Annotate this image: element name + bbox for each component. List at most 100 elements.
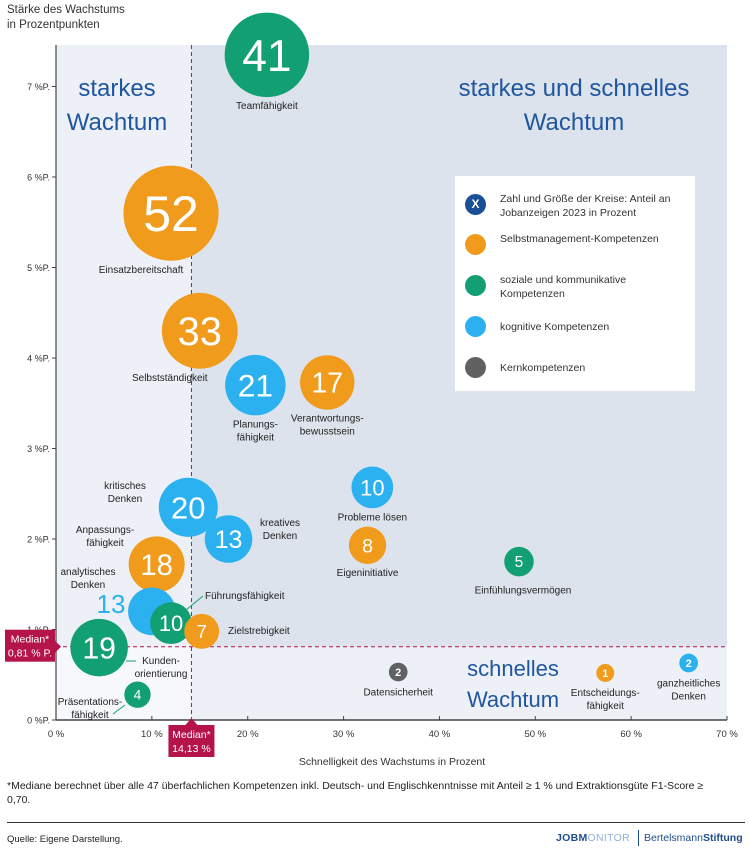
legend-label: soziale und kommunikative Kompetenzen xyxy=(500,274,627,300)
bubble-value: 21 xyxy=(238,368,273,404)
bertelsmann-logo: BertelsmannStiftung xyxy=(644,832,743,844)
bubble-selbstmanagement xyxy=(128,536,185,593)
y-tick-label: 5 %P. xyxy=(27,263,50,273)
quadrant-label: Wachtum xyxy=(467,687,559,712)
bubble-kognitiv xyxy=(351,466,394,509)
x-tick-label: 10 % xyxy=(141,729,163,740)
bubble-value: 10 xyxy=(360,475,384,500)
y-axis-title-line-1: Stärke des Wachstums xyxy=(7,4,125,16)
footnote: *Mediane berechnet über alle 47 überfach… xyxy=(7,780,704,806)
bubble-label: Denken xyxy=(108,494,142,505)
bubble-label: fähigkeit xyxy=(587,701,624,712)
y-axis-title: Stärke des Wachstums in Prozentpunkten xyxy=(7,3,125,33)
median-x-badge xyxy=(168,725,215,757)
bubble-label: Teamfähigkeit xyxy=(236,101,298,112)
median-y-badge-pointer xyxy=(55,640,61,653)
bubble-label: Eigeninitiative xyxy=(337,568,399,579)
quadrant-label: starkes xyxy=(78,75,155,102)
median-x-label: Median* xyxy=(172,729,211,741)
legend-swatch-orange-icon xyxy=(465,234,486,255)
bubble-value: 13 xyxy=(97,589,126,619)
quadrant-label: schnelles xyxy=(467,656,559,681)
bubble-label: Kunden- xyxy=(142,656,180,667)
bubble-label: Entscheidungs- xyxy=(571,688,640,699)
x-tick-label: 60 % xyxy=(620,729,642,740)
y-tick-label: 2 %P. xyxy=(27,535,50,545)
bubble-label: Denken xyxy=(263,531,297,542)
bubble-selbstmanagement xyxy=(123,165,219,261)
bubble-kognitiv xyxy=(204,515,253,563)
median-x-badge-pointer xyxy=(185,718,198,725)
jobmonitor-logo: JOBMONITOR xyxy=(556,832,630,844)
bubble-value: 4 xyxy=(134,687,142,703)
bubble-label: orientierung xyxy=(135,669,188,680)
bubble-value: 2 xyxy=(395,667,401,679)
bubble-selbstmanagement xyxy=(596,663,615,682)
legend-label: Kernkompetenzen xyxy=(500,362,586,374)
bubble-label: Präsentations- xyxy=(58,697,122,708)
bubble-label: Führungsfähigkeit xyxy=(205,591,285,602)
y-tick-label: 0 %P. xyxy=(27,716,50,726)
leader-line xyxy=(185,595,204,611)
bubble-selbstmanagement xyxy=(161,292,238,369)
bubble-label: Selbstständigkeit xyxy=(132,373,208,384)
x-axis-title: Schnelligkeit des Wachstums in Prozent xyxy=(299,756,485,768)
bubble-label: kreatives xyxy=(260,518,300,529)
bubble-label: Einfühlungsvermögen xyxy=(475,585,572,596)
bubble-selbstmanagement xyxy=(184,613,220,649)
quadrant-bg-bottom-right xyxy=(191,646,727,720)
logo-divider xyxy=(638,830,639,846)
bubble-kognitiv xyxy=(679,653,698,673)
bubble-label: fähigkeit xyxy=(86,538,123,549)
logo-part: JOBM xyxy=(556,832,588,844)
source-note: Quelle: Eigene Darstellung. xyxy=(7,834,123,845)
x-tick-label: 70 % xyxy=(716,729,738,740)
bubble-label: analytisches xyxy=(60,567,115,578)
bubble-value: 33 xyxy=(178,310,222,354)
bubble-label: bewusstsein xyxy=(300,427,355,438)
legend-symbol-x-icon: X xyxy=(465,194,486,215)
legend-label: kognitive Kompetenzen xyxy=(500,321,610,333)
x-tick-label: 40 % xyxy=(429,729,451,740)
bubble-sozial xyxy=(224,12,310,98)
divider xyxy=(7,822,745,823)
bubble-selbstmanagement xyxy=(348,526,387,565)
legend-swatch-gray-icon xyxy=(465,357,486,378)
bubble-value: 18 xyxy=(140,549,173,582)
bubble-kognitiv xyxy=(225,354,286,416)
bubble-value: 20 xyxy=(171,490,205,525)
bubble-value: 1 xyxy=(602,668,608,680)
bubble-label: Probleme lösen xyxy=(338,512,407,523)
bubble-kern xyxy=(388,662,408,682)
median-y-label: Median* xyxy=(11,634,50,646)
y-tick-label: 6 %P. xyxy=(27,173,50,183)
bubble-value: 10 xyxy=(159,611,183,636)
bubble-sozial xyxy=(504,546,534,577)
median-x-value: 14,13 % xyxy=(172,743,211,755)
legend-swatch-lightblue-icon xyxy=(465,316,486,337)
bubble-label: ganzheitliches xyxy=(657,678,720,689)
logo-part: Stiftung xyxy=(702,832,743,844)
y-tick-label: 7 %P. xyxy=(27,82,50,92)
bubble-value: 52 xyxy=(143,186,199,242)
x-tick-label: 50 % xyxy=(524,729,546,740)
bubble-label: Denken xyxy=(671,691,705,702)
legend-label: Selbstmanagement-Kompetenzen xyxy=(500,233,659,245)
legend-label: Zahl und Größe der Kreise: Anteil an Job… xyxy=(500,193,671,219)
bubble-label: Verantwortungs- xyxy=(291,414,364,425)
bubble-label: fähigkeit xyxy=(237,432,274,443)
bubble-label: Datensicherheit xyxy=(363,687,433,698)
logo-part: ONITOR xyxy=(587,832,630,844)
median-y-badge xyxy=(5,629,55,662)
bubble-value: 8 xyxy=(362,535,373,557)
bubble-label: fähigkeit xyxy=(71,710,108,721)
x-tick-label: 30 % xyxy=(333,729,355,740)
quadrant-label: Wachtum xyxy=(524,109,624,136)
median-y-value: 0,81 % P. xyxy=(8,648,52,660)
bubble-value: 7 xyxy=(197,621,207,642)
logo-part: Bertelsmann xyxy=(644,832,703,844)
x-tick-label: 20 % xyxy=(237,729,259,740)
bubble-value: 5 xyxy=(515,554,524,571)
bubble-label: kritisches xyxy=(104,481,146,492)
